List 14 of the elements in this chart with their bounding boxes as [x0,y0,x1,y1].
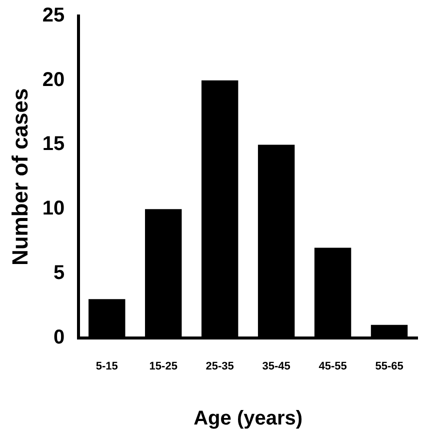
x-axis-title: Age (years) [194,408,303,430]
y-tick-label: 5 [54,262,65,284]
y-tick-label: 15 [42,133,65,156]
y-tick-label: 20 [42,68,65,91]
y-axis-title: Number of cases [7,88,32,266]
x-tick-label: 45-55 [318,360,347,372]
x-tick-label: 15-25 [149,360,178,372]
y-tick-label: 10 [42,198,65,220]
y-tick-label: 0 [54,326,65,348]
x-tick-label: 55-65 [375,360,404,372]
y-tick-label: 25 [42,4,65,27]
x-tick-label: 5-15 [96,360,118,372]
x-tick-label: 35-45 [262,360,290,372]
x-tick-label: 25-35 [206,360,234,372]
